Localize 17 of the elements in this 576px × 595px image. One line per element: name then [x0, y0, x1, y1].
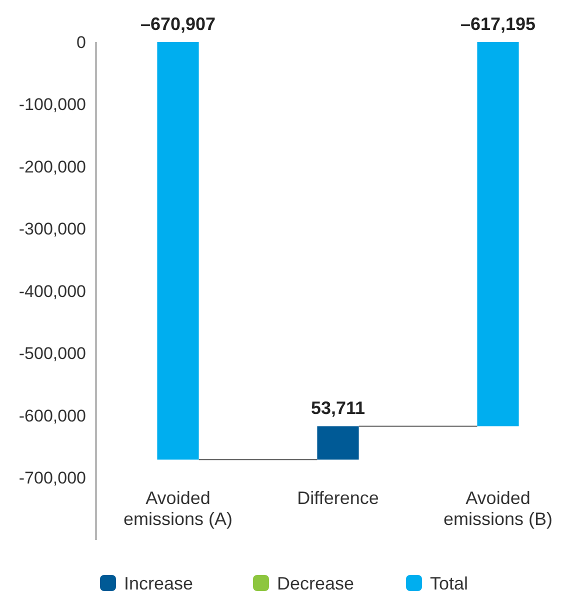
- y-tick-label: 0: [76, 32, 86, 52]
- x-tick-label: Avoided emissions (A): [123, 488, 233, 529]
- data-label: 53,711: [310, 398, 366, 418]
- legend-label: Increase: [124, 573, 194, 594]
- x-tick-label: Avoided emissions (B): [443, 488, 553, 529]
- data-label: –670,907: [140, 14, 216, 34]
- y-tick-label: -700,000: [18, 468, 86, 488]
- y-tick-label: -400,000: [18, 282, 86, 301]
- y-tick-label: -500,000: [18, 344, 86, 364]
- legend-label: Total: [430, 573, 468, 594]
- y-tick-label: -300,000: [18, 220, 86, 239]
- legend-label: Decrease: [277, 573, 354, 594]
- y-tick-label: -600,000: [18, 406, 86, 426]
- y-tick-label: -200,000: [18, 157, 86, 176]
- x-tick-label: Difference: [297, 488, 379, 508]
- y-tick-label: -100,000: [18, 95, 86, 114]
- data-label: –617,195: [460, 14, 536, 34]
